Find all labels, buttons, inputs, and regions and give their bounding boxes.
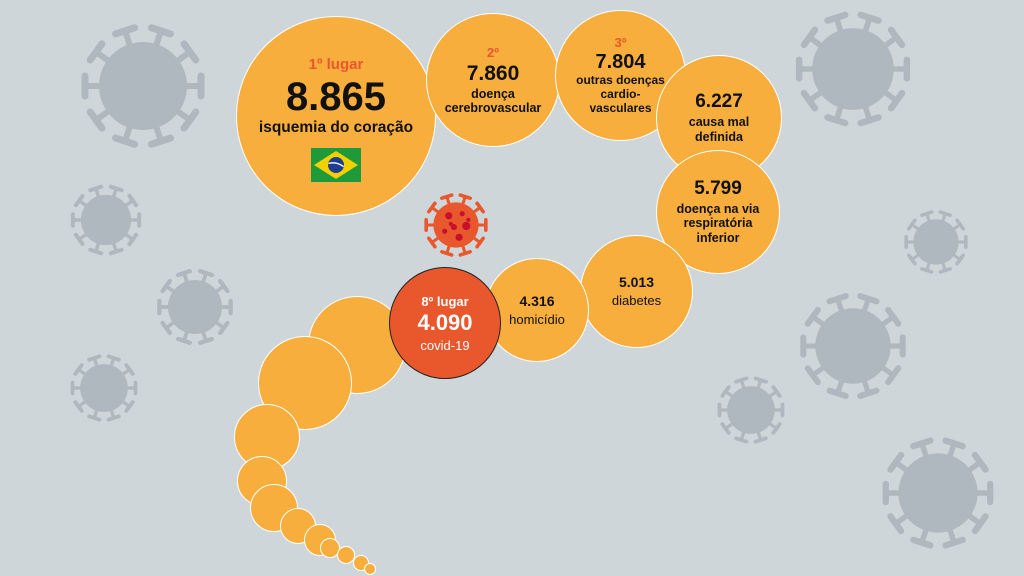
deaths-value: 8.865 [285, 74, 387, 119]
cause-label-line: outras doenças [576, 73, 665, 88]
cause-label-line: cerebrovascular [444, 101, 542, 115]
virus-bg-icon [717, 376, 785, 444]
virus-bg-icon [882, 437, 994, 549]
deaths-value: 5.013 [618, 274, 655, 290]
cause-label-line: definida [695, 129, 743, 144]
virus-bg-icon [800, 293, 906, 399]
cause-label-line: vasculares [589, 100, 652, 115]
brazil-flag-icon [311, 148, 361, 183]
cause-label-line: respiratória [683, 216, 753, 231]
bubble-rank-1: 1º lugar 8.865 isquemia do coração [236, 16, 436, 216]
cause-label-line: doença [471, 86, 515, 101]
tail-bubble [337, 546, 355, 564]
cause-label-line: causa mal [688, 115, 750, 130]
deaths-value: 5.799 [694, 177, 742, 199]
deaths-value: 4.090 [417, 309, 473, 335]
bubble-rank-6: 5.013 diabetes [580, 235, 693, 348]
deaths-value: 6.227 [695, 91, 743, 113]
coronavirus-icon [424, 193, 488, 257]
cause-label: isquemia do coração [258, 118, 414, 136]
cause-label: homicídio [509, 311, 565, 327]
cause-label: covid-19 [420, 337, 470, 353]
virus-bg-icon [70, 354, 138, 422]
rank-label: 2º [487, 44, 499, 60]
rank-label: 1º lugar [308, 55, 364, 73]
rank-label: 8º lugar [421, 293, 469, 309]
cause-label-line: doença na via [676, 201, 760, 216]
deaths-value: 7.860 [466, 61, 520, 85]
rank-label: 3º [614, 35, 627, 51]
virus-bg-icon [795, 11, 911, 127]
cause-label: diabetes [611, 293, 662, 308]
deaths-value: 7.804 [595, 51, 646, 74]
bubble-rank-2: 2º 7.860 doença cerebrovascular [426, 13, 560, 147]
tail-bubble [364, 563, 376, 575]
tail-bubble [250, 484, 298, 532]
virus-bg-icon [904, 210, 968, 274]
virus-bg-icon [70, 184, 142, 256]
cause-label-line: cardio- [600, 87, 641, 102]
cause-label-line: inferior [696, 230, 740, 245]
deaths-value: 4.316 [519, 292, 555, 309]
virus-bg-icon [81, 24, 205, 148]
bubble-rank-8-covid: 8º lugar 4.090 covid-19 [389, 267, 501, 379]
virus-bg-icon [157, 269, 233, 345]
bubble-rank-7: 4.316 homicídio [485, 258, 589, 362]
